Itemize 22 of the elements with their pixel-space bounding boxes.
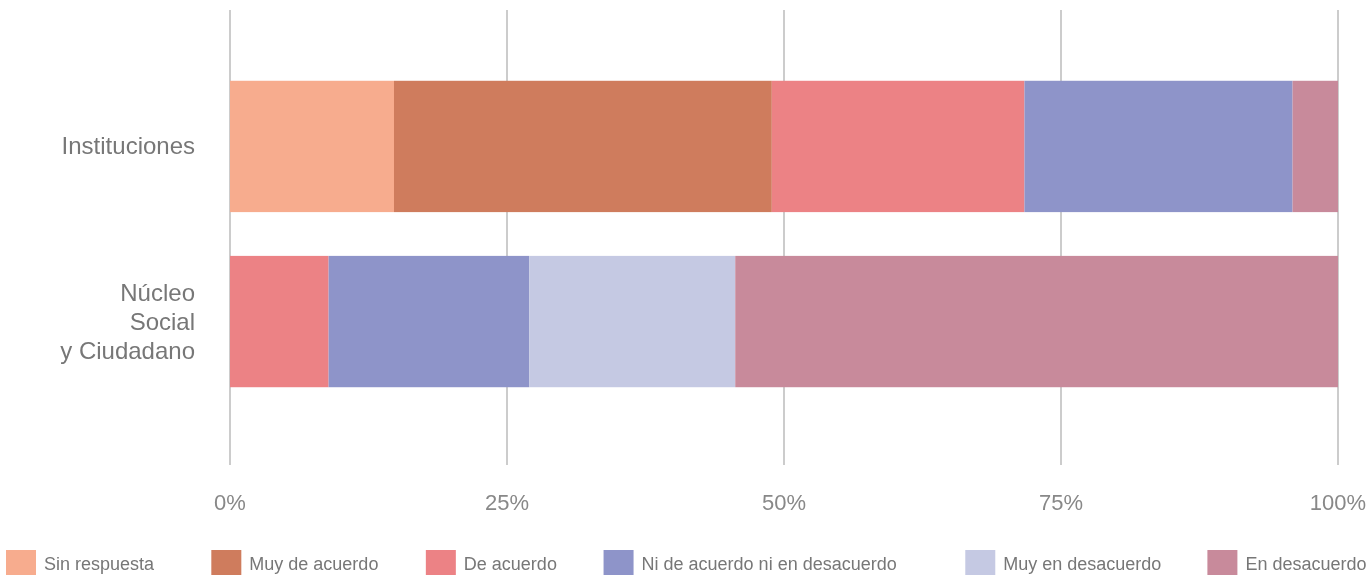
bar bbox=[393, 80, 772, 213]
bar bbox=[230, 80, 394, 213]
legend-label: Muy de acuerdo bbox=[249, 554, 379, 574]
y-tick-label: Núcleo Social y Ciudadano bbox=[60, 278, 195, 364]
x-tick-label: 50% bbox=[761, 490, 807, 515]
legend-label: Ni de acuerdo ni en desacuerdo bbox=[641, 554, 897, 574]
bar bbox=[1292, 80, 1338, 213]
bar bbox=[529, 255, 736, 388]
legend-label: Sin respuesta bbox=[44, 554, 156, 574]
bar bbox=[230, 255, 329, 388]
legend-label: Muy en desacuerdo bbox=[1003, 554, 1162, 574]
bar bbox=[328, 255, 530, 388]
x-tick-label: 100% bbox=[1309, 490, 1367, 515]
x-tick-label: 0% bbox=[214, 490, 246, 515]
x-tick-label: 75% bbox=[1038, 490, 1084, 515]
bar bbox=[771, 80, 1025, 213]
legend-label: De acuerdo bbox=[463, 554, 557, 574]
legend-label: En desacuerdo bbox=[1245, 554, 1367, 574]
bar bbox=[1024, 80, 1293, 213]
bar bbox=[735, 255, 1338, 388]
y-tick-label: Instituciones bbox=[61, 132, 195, 160]
x-tick-label: 25% bbox=[484, 490, 530, 515]
